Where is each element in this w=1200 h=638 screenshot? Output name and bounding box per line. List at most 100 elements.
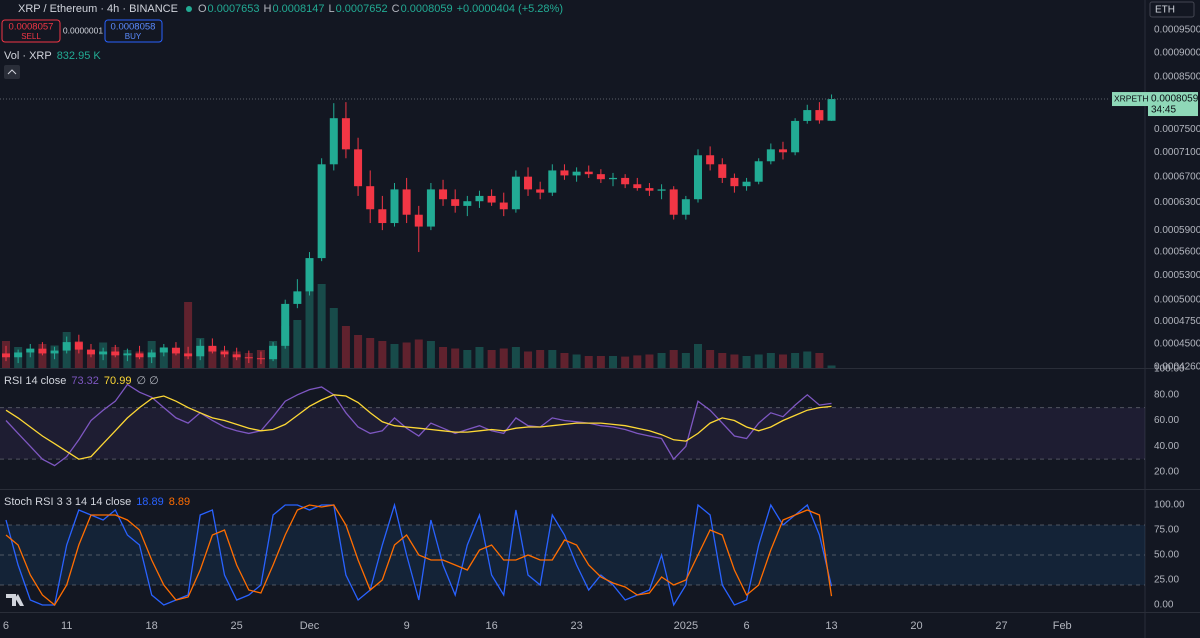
volume-bar: [451, 348, 460, 368]
logo: [6, 594, 24, 606]
candle-body: [111, 351, 120, 356]
candle-body: [232, 354, 241, 358]
y-tick-label: 100.00: [1154, 364, 1185, 375]
candle-body: [754, 161, 763, 182]
x-tick-label: 25: [231, 620, 243, 632]
y-tick-label: 40.00: [1154, 441, 1179, 452]
countdown: 34:45: [1151, 105, 1176, 116]
symbol: XRP / Ethereum · 4h · BINANCE: [18, 3, 178, 15]
volume-bar: [475, 347, 484, 368]
candle-body: [414, 214, 423, 227]
volume-bar: [74, 341, 83, 368]
x-tick-label: 6: [3, 620, 9, 632]
volume-bar: [329, 308, 338, 368]
buy-price: 0.0008058: [111, 22, 156, 33]
candle-body: [572, 171, 581, 176]
currency-box[interactable]: [1149, 1, 1195, 18]
x-tick-label: 2025: [674, 620, 698, 632]
sell-button[interactable]: 0.0008057 SELL: [1, 19, 61, 43]
y-tick-label: 75.00: [1154, 525, 1179, 536]
candle-body: [402, 189, 411, 215]
candle-body: [693, 155, 702, 200]
candle-body: [596, 174, 605, 180]
volume-bar: [778, 354, 787, 368]
sell-label: SELL: [21, 32, 41, 41]
volume-bar: [62, 332, 71, 368]
volume-bar: [815, 353, 824, 368]
ohlc-label: H: [264, 3, 272, 15]
y-tick-label: 0.00: [1154, 600, 1174, 611]
volume-bar: [38, 344, 47, 368]
volume-bar: [742, 356, 751, 368]
ohlc-value: 0.0008147: [272, 3, 324, 15]
volume-bar: [402, 342, 411, 368]
volume-bar: [147, 341, 156, 368]
volume-bar: [159, 347, 168, 368]
volume-bar: [791, 353, 800, 368]
candle-body: [305, 258, 314, 292]
indicator-hidden: ∅ ∅: [136, 375, 158, 387]
candle-body: [1, 353, 10, 358]
candle-body: [645, 188, 654, 191]
indicator-value: 70.99: [104, 375, 132, 387]
volume-bar: [232, 351, 241, 368]
candle-body: [196, 345, 205, 357]
y-tick-label: 0.0006300: [1154, 197, 1200, 208]
volume-bar: [609, 356, 618, 368]
candle-body: [147, 352, 156, 358]
indicator-line: [5, 394, 832, 460]
y-tick-label: 0.0005900: [1154, 225, 1200, 236]
volume-bar: [184, 302, 193, 368]
buy-label: BUY: [125, 32, 142, 41]
volume-bar: [669, 350, 678, 368]
sell-box[interactable]: [1, 19, 61, 43]
volume-bar: [754, 354, 763, 368]
x-tick-label: 11: [61, 620, 72, 632]
indicator-title: RSI 14 close: [4, 375, 66, 387]
x-tick-label: Feb: [1053, 620, 1072, 632]
candle-body: [778, 149, 787, 153]
buy-box[interactable]: [104, 19, 163, 43]
y-tick-label: 0.0009500: [1154, 25, 1200, 36]
candle-body: [329, 118, 338, 165]
volume-bar: [99, 342, 108, 368]
volume-bar: [86, 350, 95, 368]
y-tick-label: 0.0004260: [1154, 362, 1200, 373]
volume-bar: [317, 284, 326, 368]
indicator-value: 18.89: [136, 496, 164, 508]
candle-body: [815, 110, 824, 121]
symbol-tag-box: [1112, 92, 1148, 107]
candle-body: [791, 120, 800, 153]
candle-body: [135, 353, 144, 358]
candle-body: [341, 118, 350, 150]
candle-body: [99, 351, 108, 355]
candle-body: [50, 350, 59, 354]
y-tick-label: 0.0008500: [1154, 71, 1200, 82]
volume-bar: [196, 338, 205, 368]
volume-bar: [244, 353, 253, 368]
y-tick-label: 0.0004500: [1154, 339, 1200, 350]
y-tick-label: 20.00: [1154, 467, 1179, 478]
collapse-button[interactable]: [4, 65, 20, 79]
candle-body: [244, 357, 253, 359]
volume-bar: [463, 350, 472, 368]
candle-body: [26, 348, 35, 353]
currency: ETH: [1155, 5, 1175, 16]
last-price: 0.0008059: [1151, 94, 1199, 105]
candle-body: [366, 186, 375, 210]
candle-body: [706, 155, 715, 165]
candle-body: [827, 99, 836, 121]
candle-body: [609, 177, 618, 180]
x-tick-label: 13: [825, 620, 837, 632]
volume-bar: [511, 347, 520, 368]
volume-bar: [560, 353, 569, 368]
y-tick-label: 0.0007500: [1154, 124, 1200, 135]
volume-bar: [536, 350, 545, 368]
y-tick-label: 25.00: [1154, 575, 1179, 586]
candle-body: [451, 199, 460, 206]
volume-bar: [718, 353, 727, 368]
buy-button[interactable]: 0.0008058 BUY: [104, 19, 163, 43]
candle-body: [584, 171, 593, 175]
